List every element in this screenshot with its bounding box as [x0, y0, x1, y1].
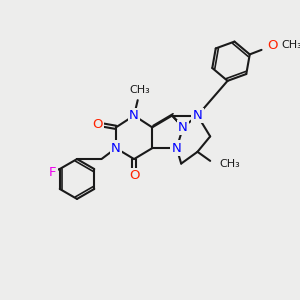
- Text: N: N: [111, 142, 121, 155]
- Text: O: O: [129, 169, 139, 182]
- Text: N: N: [172, 142, 182, 155]
- Text: F: F: [49, 166, 56, 179]
- Text: O: O: [93, 118, 103, 131]
- Text: CH₃: CH₃: [129, 85, 150, 95]
- Text: CH₃: CH₃: [281, 40, 300, 50]
- Text: CH₃: CH₃: [219, 159, 240, 169]
- Text: N: N: [129, 109, 139, 122]
- Text: O: O: [267, 39, 278, 52]
- Text: N: N: [178, 121, 188, 134]
- Text: N: N: [193, 109, 202, 122]
